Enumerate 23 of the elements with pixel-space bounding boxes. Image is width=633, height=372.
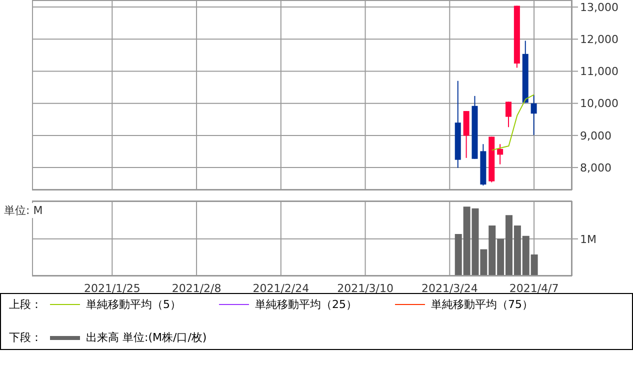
legend-title: 下段： — [9, 330, 42, 345]
annotation: 単位: M — [4, 203, 43, 218]
x-tick-label: 2021/4/7 — [509, 282, 559, 295]
legend-label: 単純移動平均（25） — [255, 297, 357, 312]
y-tick-label: 9,000 — [580, 129, 612, 142]
legend-label: 単純移動平均（5） — [86, 297, 181, 312]
candlestick — [530, 94, 537, 136]
x-tick-label: 2021/3/10 — [337, 282, 394, 295]
legend-label: 単純移動平均（75） — [431, 297, 533, 312]
y-tick-label: 11,000 — [580, 65, 618, 78]
x-tick-label: 2021/2/24 — [252, 282, 310, 295]
x-tick-label: 2021/2/8 — [172, 282, 222, 295]
y-tick-label: 1M — [580, 232, 596, 246]
candlestick — [506, 101, 512, 128]
y-tick-label: 12,000 — [580, 33, 618, 46]
x-tick-label: 2021/1/25 — [84, 282, 140, 295]
legend-title: 上段： — [9, 297, 42, 312]
x-tick-label: 2021/3/24 — [421, 282, 478, 295]
legend-label: 出来高 単位:(M株/口/枚) — [86, 330, 207, 345]
y-tick-label: 13,000 — [580, 0, 618, 14]
y-tick-label: 8,000 — [580, 161, 612, 174]
candlestick — [497, 144, 504, 165]
y-tick-label: 10,000 — [580, 97, 618, 110]
